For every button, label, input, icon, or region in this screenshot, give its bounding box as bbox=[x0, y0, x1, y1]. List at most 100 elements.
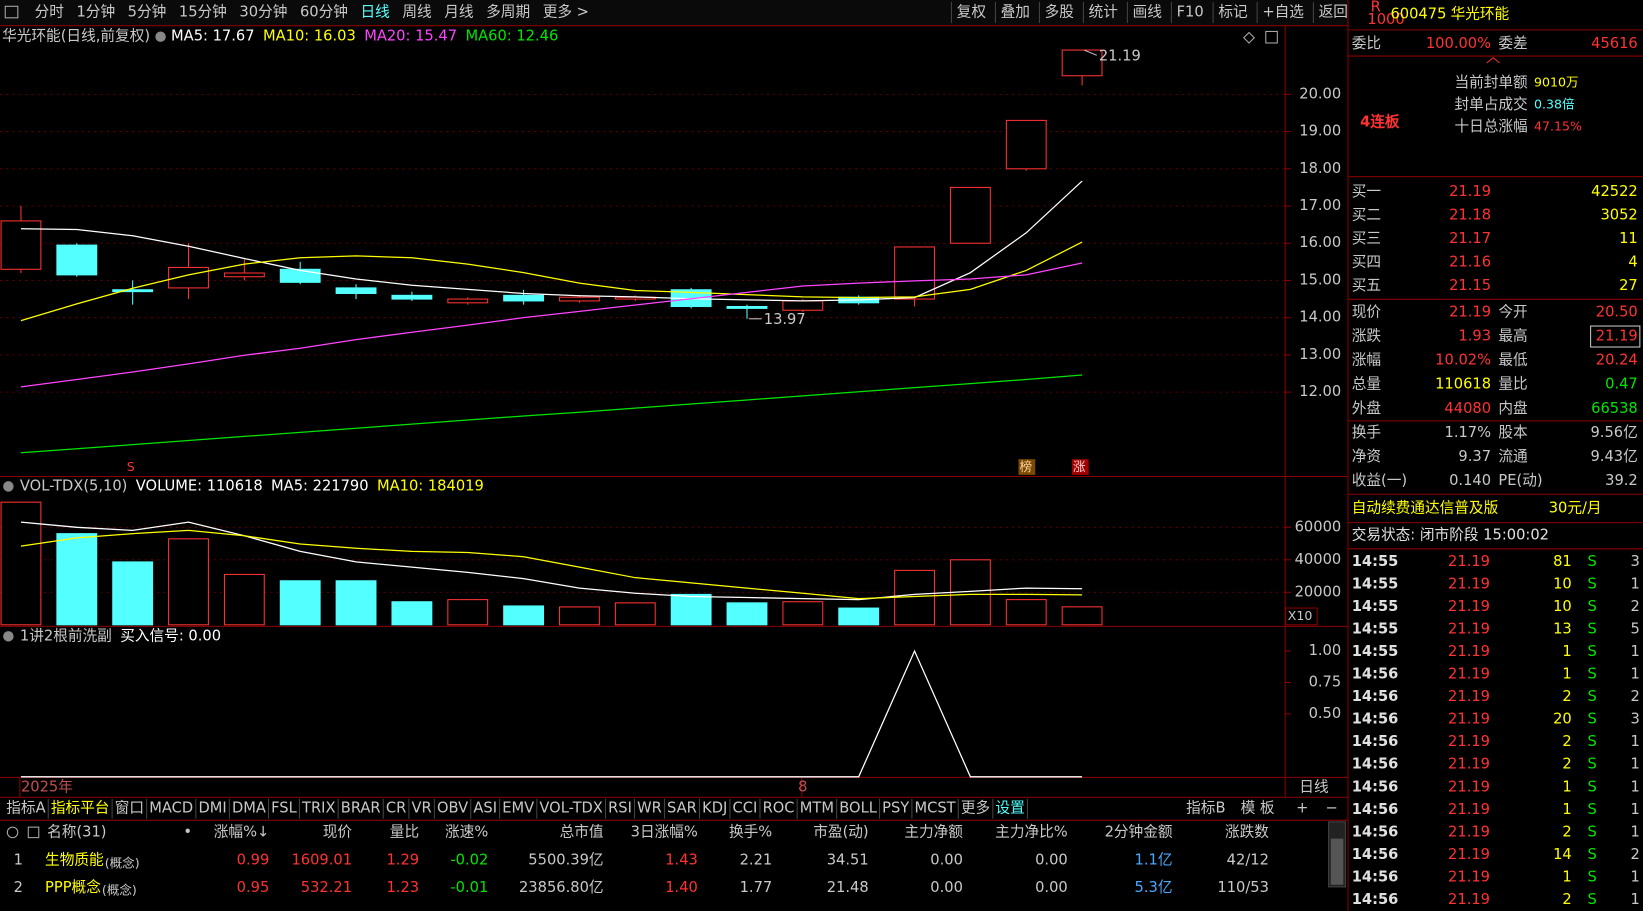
indicator-tab[interactable]: OBV bbox=[437, 799, 468, 816]
tick-price: 21.19 bbox=[1448, 643, 1490, 660]
quote-label: 最低 bbox=[1498, 352, 1528, 369]
menu-icon[interactable] bbox=[4, 5, 19, 19]
column-header[interactable]: 涨幅%↓ bbox=[214, 823, 270, 840]
toolbar-tab[interactable]: 分时 bbox=[35, 4, 65, 21]
indicator-tab[interactable]: SAR bbox=[667, 799, 697, 816]
toolbar-tab[interactable]: 更多 > bbox=[543, 4, 589, 21]
indicator-tab[interactable]: MTM bbox=[800, 799, 834, 816]
indicator-tab[interactable]: MACD bbox=[149, 799, 193, 816]
column-header[interactable]: 2分钟金额 bbox=[1105, 823, 1173, 840]
collapse-arrow[interactable] bbox=[1486, 56, 1500, 64]
column-header[interactable]: 总市值 bbox=[560, 823, 604, 840]
column-header[interactable]: • bbox=[183, 823, 192, 840]
indicator-tab[interactable]: 更多 bbox=[961, 799, 990, 816]
column-header[interactable]: 主力净比% bbox=[995, 823, 1068, 840]
indicator-tab[interactable]: FSL bbox=[271, 799, 297, 816]
gear-icon[interactable] bbox=[6, 826, 19, 839]
diamond-icon[interactable] bbox=[1243, 31, 1255, 44]
y-tick-label: 12.00 bbox=[1299, 383, 1341, 400]
y-tick-label: 15.00 bbox=[1299, 271, 1341, 288]
toolbar-button[interactable]: 多股 bbox=[1045, 4, 1075, 21]
checkbox-icon[interactable] bbox=[27, 826, 40, 839]
toolbar-tab[interactable]: 60分钟 bbox=[300, 4, 348, 21]
indicator-tab[interactable]: DMA bbox=[232, 799, 266, 816]
row-name[interactable]: 生物质能 bbox=[45, 852, 104, 869]
indicator-tab[interactable]: KDJ bbox=[702, 799, 727, 816]
toolbar-tab[interactable]: 周线 bbox=[402, 4, 432, 21]
indicator-tab[interactable]: WR bbox=[637, 799, 662, 816]
indicator-tab[interactable]: 模 板 bbox=[1241, 798, 1275, 816]
row-name[interactable]: PPP概念 bbox=[45, 878, 101, 896]
toolbar-button[interactable]: F10 bbox=[1177, 4, 1204, 21]
toolbar-tab[interactable]: 15分钟 bbox=[179, 4, 227, 21]
ma-line bbox=[20, 374, 1083, 454]
quote-label: PE(动) bbox=[1498, 472, 1542, 489]
y-tick-label: 13.00 bbox=[1299, 346, 1341, 363]
limit-up-value: 47.15% bbox=[1534, 118, 1582, 133]
toolbar-button[interactable]: 统计 bbox=[1089, 4, 1119, 21]
indicator-tab[interactable]: 窗口 bbox=[115, 798, 144, 816]
panel-icon[interactable] bbox=[1265, 30, 1278, 44]
cell: 1.1亿 bbox=[1135, 852, 1173, 869]
indicator-tab[interactable]: BOLL bbox=[839, 799, 877, 816]
tick-count: 2 bbox=[1631, 688, 1640, 705]
indicator-tab[interactable]: BRAR bbox=[341, 799, 381, 816]
indicator-tab[interactable]: DMI bbox=[198, 799, 226, 816]
indicator-tab[interactable]: − bbox=[1326, 799, 1338, 816]
legend-entry: MA60: 12.46 bbox=[465, 28, 558, 45]
tick-side: S bbox=[1587, 688, 1596, 705]
scroll-thumb[interactable] bbox=[1330, 838, 1344, 885]
toolbar-tab[interactable]: 5分钟 bbox=[128, 4, 167, 21]
toolbar-tab[interactable]: 日线 bbox=[360, 4, 390, 21]
toolbar-button[interactable]: 画线 bbox=[1133, 4, 1163, 21]
indicator-tab[interactable]: VOL-TDX bbox=[539, 799, 602, 816]
dropdown-icon[interactable] bbox=[3, 631, 14, 642]
tick-price: 21.19 bbox=[1448, 666, 1490, 683]
column-header[interactable]: 涨跌数 bbox=[1225, 823, 1269, 840]
indicator-tab[interactable]: 指标B bbox=[1186, 799, 1225, 816]
ad-price[interactable]: 30元/月 bbox=[1549, 499, 1602, 516]
toolbar-button[interactable]: 叠加 bbox=[1001, 4, 1030, 21]
column-header[interactable]: 涨速% bbox=[445, 823, 488, 840]
toolbar-button[interactable]: 标记 bbox=[1218, 4, 1248, 21]
toolbar-tab[interactable]: 30分钟 bbox=[239, 4, 287, 21]
column-header[interactable]: 现价 bbox=[323, 823, 353, 840]
indicator-tab[interactable]: 指标平台 bbox=[51, 799, 110, 816]
column-header[interactable]: 主力净额 bbox=[904, 823, 963, 840]
indicator-tab[interactable]: 设置 bbox=[995, 799, 1024, 816]
indicator-tab[interactable]: VR bbox=[412, 799, 432, 816]
y-tick-label: 20000 bbox=[1295, 583, 1342, 600]
indicator-tab[interactable]: MCST bbox=[915, 799, 956, 816]
tick-price: 21.19 bbox=[1448, 756, 1490, 773]
column-header[interactable]: 名称(31) bbox=[47, 823, 106, 840]
indicator-tab[interactable]: + bbox=[1296, 799, 1308, 816]
quote-value: 21.19 bbox=[1449, 303, 1491, 320]
toolbar-button[interactable]: +自选 bbox=[1262, 4, 1304, 21]
toolbar-button[interactable]: 复权 bbox=[957, 3, 987, 21]
dropdown-icon[interactable] bbox=[155, 31, 166, 42]
indicator-tab[interactable]: 指标A bbox=[6, 799, 45, 816]
indicator-tab[interactable]: RSI bbox=[608, 799, 632, 816]
tick-side: S bbox=[1587, 733, 1596, 750]
toolbar-tab[interactable]: 月线 bbox=[444, 4, 474, 21]
toolbar-button[interactable]: 返回 bbox=[1319, 4, 1348, 21]
toolbar-tab[interactable]: 1分钟 bbox=[76, 4, 115, 21]
dropdown-icon[interactable] bbox=[3, 481, 14, 492]
indicator-tab[interactable]: TRIX bbox=[301, 799, 335, 816]
column-header[interactable]: 量比 bbox=[390, 823, 419, 840]
indicator-tab[interactable]: EMV bbox=[502, 799, 534, 816]
indicator-tab[interactable]: CCI bbox=[733, 799, 758, 816]
column-header[interactable]: 3日涨幅% bbox=[631, 823, 698, 840]
column-header[interactable]: 市盈(动) bbox=[813, 823, 868, 840]
indicator-tab[interactable]: PSY bbox=[882, 799, 909, 816]
quote-value: 39.2 bbox=[1605, 472, 1638, 489]
toolbar-tab[interactable]: 多周期 bbox=[486, 4, 530, 21]
quote-value: 9.43亿 bbox=[1590, 448, 1637, 465]
indicator-tab[interactable]: ROC bbox=[763, 799, 795, 816]
tick-time: 14:55 bbox=[1352, 643, 1399, 660]
quote-value: 100.00% bbox=[1426, 35, 1491, 52]
column-header[interactable]: 换手% bbox=[729, 823, 772, 840]
ad-banner[interactable]: 自动续费通达信普及版 bbox=[1352, 499, 1499, 516]
indicator-tab[interactable]: ASI bbox=[473, 799, 497, 816]
indicator-tab[interactable]: CR bbox=[386, 799, 406, 816]
